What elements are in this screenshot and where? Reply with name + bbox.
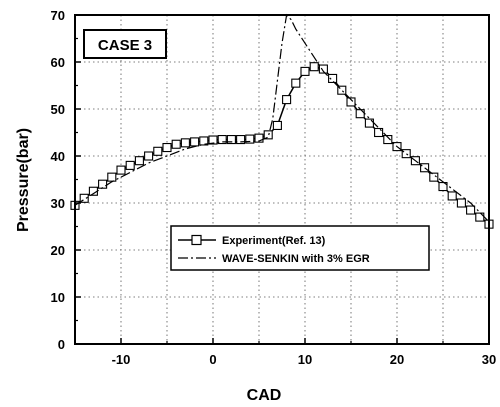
experiment-marker [208, 135, 218, 145]
experiment-marker [236, 135, 246, 145]
legend: Experiment(Ref. 13) WAVE-SENKIN with 3% … [170, 225, 430, 271]
x-axis-label: CAD [247, 387, 282, 404]
experiment-marker [144, 151, 154, 161]
case-label: CASE 3 [98, 37, 152, 54]
series-layer [70, 13, 494, 229]
y-tick-label: 60 [51, 55, 65, 70]
experiment-marker [364, 118, 374, 128]
experiment-marker [254, 133, 264, 143]
experiment-marker [116, 165, 126, 175]
experiment-marker [272, 120, 282, 130]
case-label-box: CASE 3 [83, 29, 167, 59]
experiment-marker [153, 146, 163, 156]
experiment-marker [107, 172, 117, 182]
legend-marker-experiment [191, 234, 202, 246]
y-tick-label: 40 [51, 149, 65, 164]
experiment-marker [447, 191, 457, 201]
experiment-marker [180, 138, 190, 148]
plot-frame [74, 14, 490, 345]
experiment-marker [355, 109, 365, 119]
experiment-marker [466, 205, 476, 215]
experiment-marker [98, 179, 108, 189]
experiment-marker [134, 156, 144, 166]
y-axis-label: Pressure(bar) [15, 128, 32, 232]
experiment-marker [190, 137, 200, 147]
experiment-marker [374, 127, 384, 138]
experiment-marker [475, 212, 485, 222]
experiment-marker [420, 163, 430, 173]
experiment-line [74, 65, 490, 225]
x-tick-label: 0 [209, 352, 216, 367]
x-tick-label: 30 [482, 352, 496, 367]
y-tick-label: 30 [51, 196, 65, 211]
y-tick-label: 50 [51, 102, 65, 117]
experiment-marker [245, 134, 255, 144]
y-tick-label: 0 [58, 337, 65, 352]
experiment-marker [162, 142, 172, 153]
x-tick-label: 10 [298, 352, 312, 367]
legend-label-model: WAVE-SENKIN with 3% EGR [222, 253, 370, 265]
experiment-marker [383, 135, 393, 145]
x-tick-label: -10 [112, 352, 131, 367]
experiment-marker [328, 73, 338, 83]
x-tick-label: 20 [390, 352, 404, 367]
legend-label-experiment: Experiment(Ref. 13) [222, 235, 326, 247]
experiment-marker [282, 95, 292, 105]
experiment-marker [226, 135, 236, 145]
y-tick-label: 10 [51, 290, 65, 305]
y-tick-label: 20 [51, 243, 65, 258]
experiment-marker [171, 139, 181, 149]
experiment-marker [263, 130, 273, 140]
experiment-marker [346, 97, 356, 107]
experiment-marker [429, 172, 439, 182]
experiment-marker [300, 66, 310, 76]
experiment-marker [125, 160, 135, 170]
grid [75, 15, 489, 344]
y-tick-label: 70 [51, 8, 65, 23]
experiment-marker [318, 64, 328, 74]
experiment-marker [79, 193, 89, 203]
experiment-marker [291, 78, 301, 88]
experiment-marker [337, 85, 347, 95]
axis-ticks: -10 0 10 20 30 0 10 20 30 40 50 60 70 [51, 8, 497, 367]
experiment-marker [401, 149, 411, 159]
experiment-marker [217, 135, 227, 145]
experiment-marker [199, 136, 209, 146]
experiment-marker [456, 198, 466, 208]
experiment-marker [309, 62, 319, 72]
